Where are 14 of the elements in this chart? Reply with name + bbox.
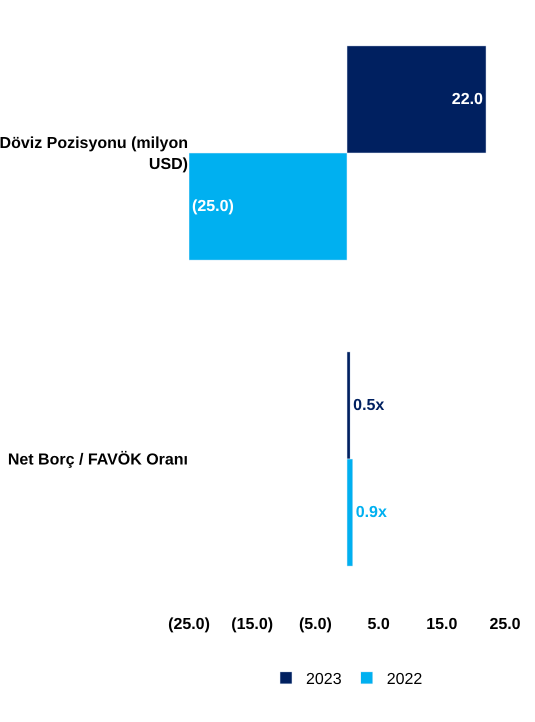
y-tick-label: Döviz Pozisyonu (milyon USD)	[0, 135, 188, 173]
data-label: 0.9x	[356, 504, 387, 522]
x-tick-label: (25.0)	[168, 616, 210, 633]
x-tick-label: (5.0)	[298, 616, 332, 633]
x-tick-label: (15.0)	[231, 616, 274, 633]
legend-label: 2023	[306, 671, 342, 688]
data-label: 22.0	[452, 90, 484, 108]
legend-label: 2022	[386, 671, 422, 688]
data-label: 0.5x	[353, 396, 384, 414]
x-tick-label: 15.0	[426, 616, 458, 633]
x-tick-label: 5.0	[367, 616, 390, 633]
y-tick-label: Net Borç / FAVÖK Oranı	[8, 450, 188, 469]
data-label: (25.0)	[192, 198, 234, 216]
x-tick-label: 25.0	[489, 616, 521, 633]
